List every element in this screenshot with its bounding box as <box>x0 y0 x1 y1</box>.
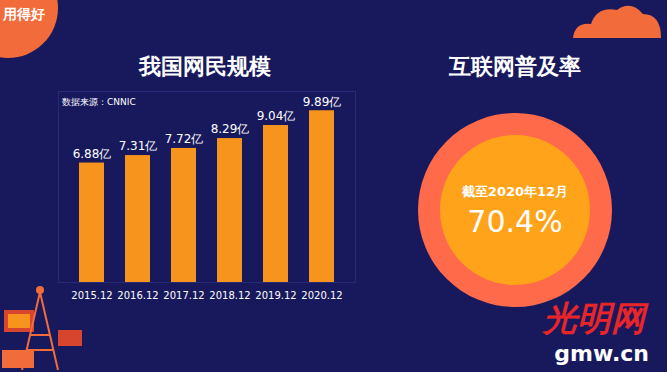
svg-text:6.88亿: 6.88亿 <box>73 147 112 161</box>
svg-text:2019.12: 2019.12 <box>255 290 296 301</box>
html-text:数据来源：CNNIC: 数据来源：CNNIC <box>62 97 136 107</box>
svg-text:截至2020年12月: 截至2020年12月 <box>461 184 568 199</box>
svg-text:2017.12: 2017.12 <box>163 290 204 301</box>
svg-text:2015.12: 2015.12 <box>71 290 112 301</box>
svg-text:7.31亿: 7.31亿 <box>119 139 158 153</box>
svg-text:2016.12: 2016.12 <box>117 290 158 301</box>
html-text:我国网民规模: 我国网民规模 <box>139 54 271 79</box>
svg-text:2020.12: 2020.12 <box>301 290 342 301</box>
html-text:互联网普及率: 互联网普及率 <box>449 54 581 79</box>
html-text:用得好: 用得好 <box>3 6 45 22</box>
html-text:gmw.cn: gmw.cn <box>554 341 649 366</box>
svg-text:9.89亿: 9.89亿 <box>303 95 342 109</box>
html-text:光明网: 光明网 <box>543 298 645 338</box>
svg-text:8.29亿: 8.29亿 <box>211 122 250 136</box>
svg-text:70.4%: 70.4% <box>467 204 562 239</box>
svg-text:9.04亿: 9.04亿 <box>257 109 296 123</box>
svg-text:2018.12: 2018.12 <box>209 290 250 301</box>
svg-text:7.72亿: 7.72亿 <box>165 132 204 146</box>
